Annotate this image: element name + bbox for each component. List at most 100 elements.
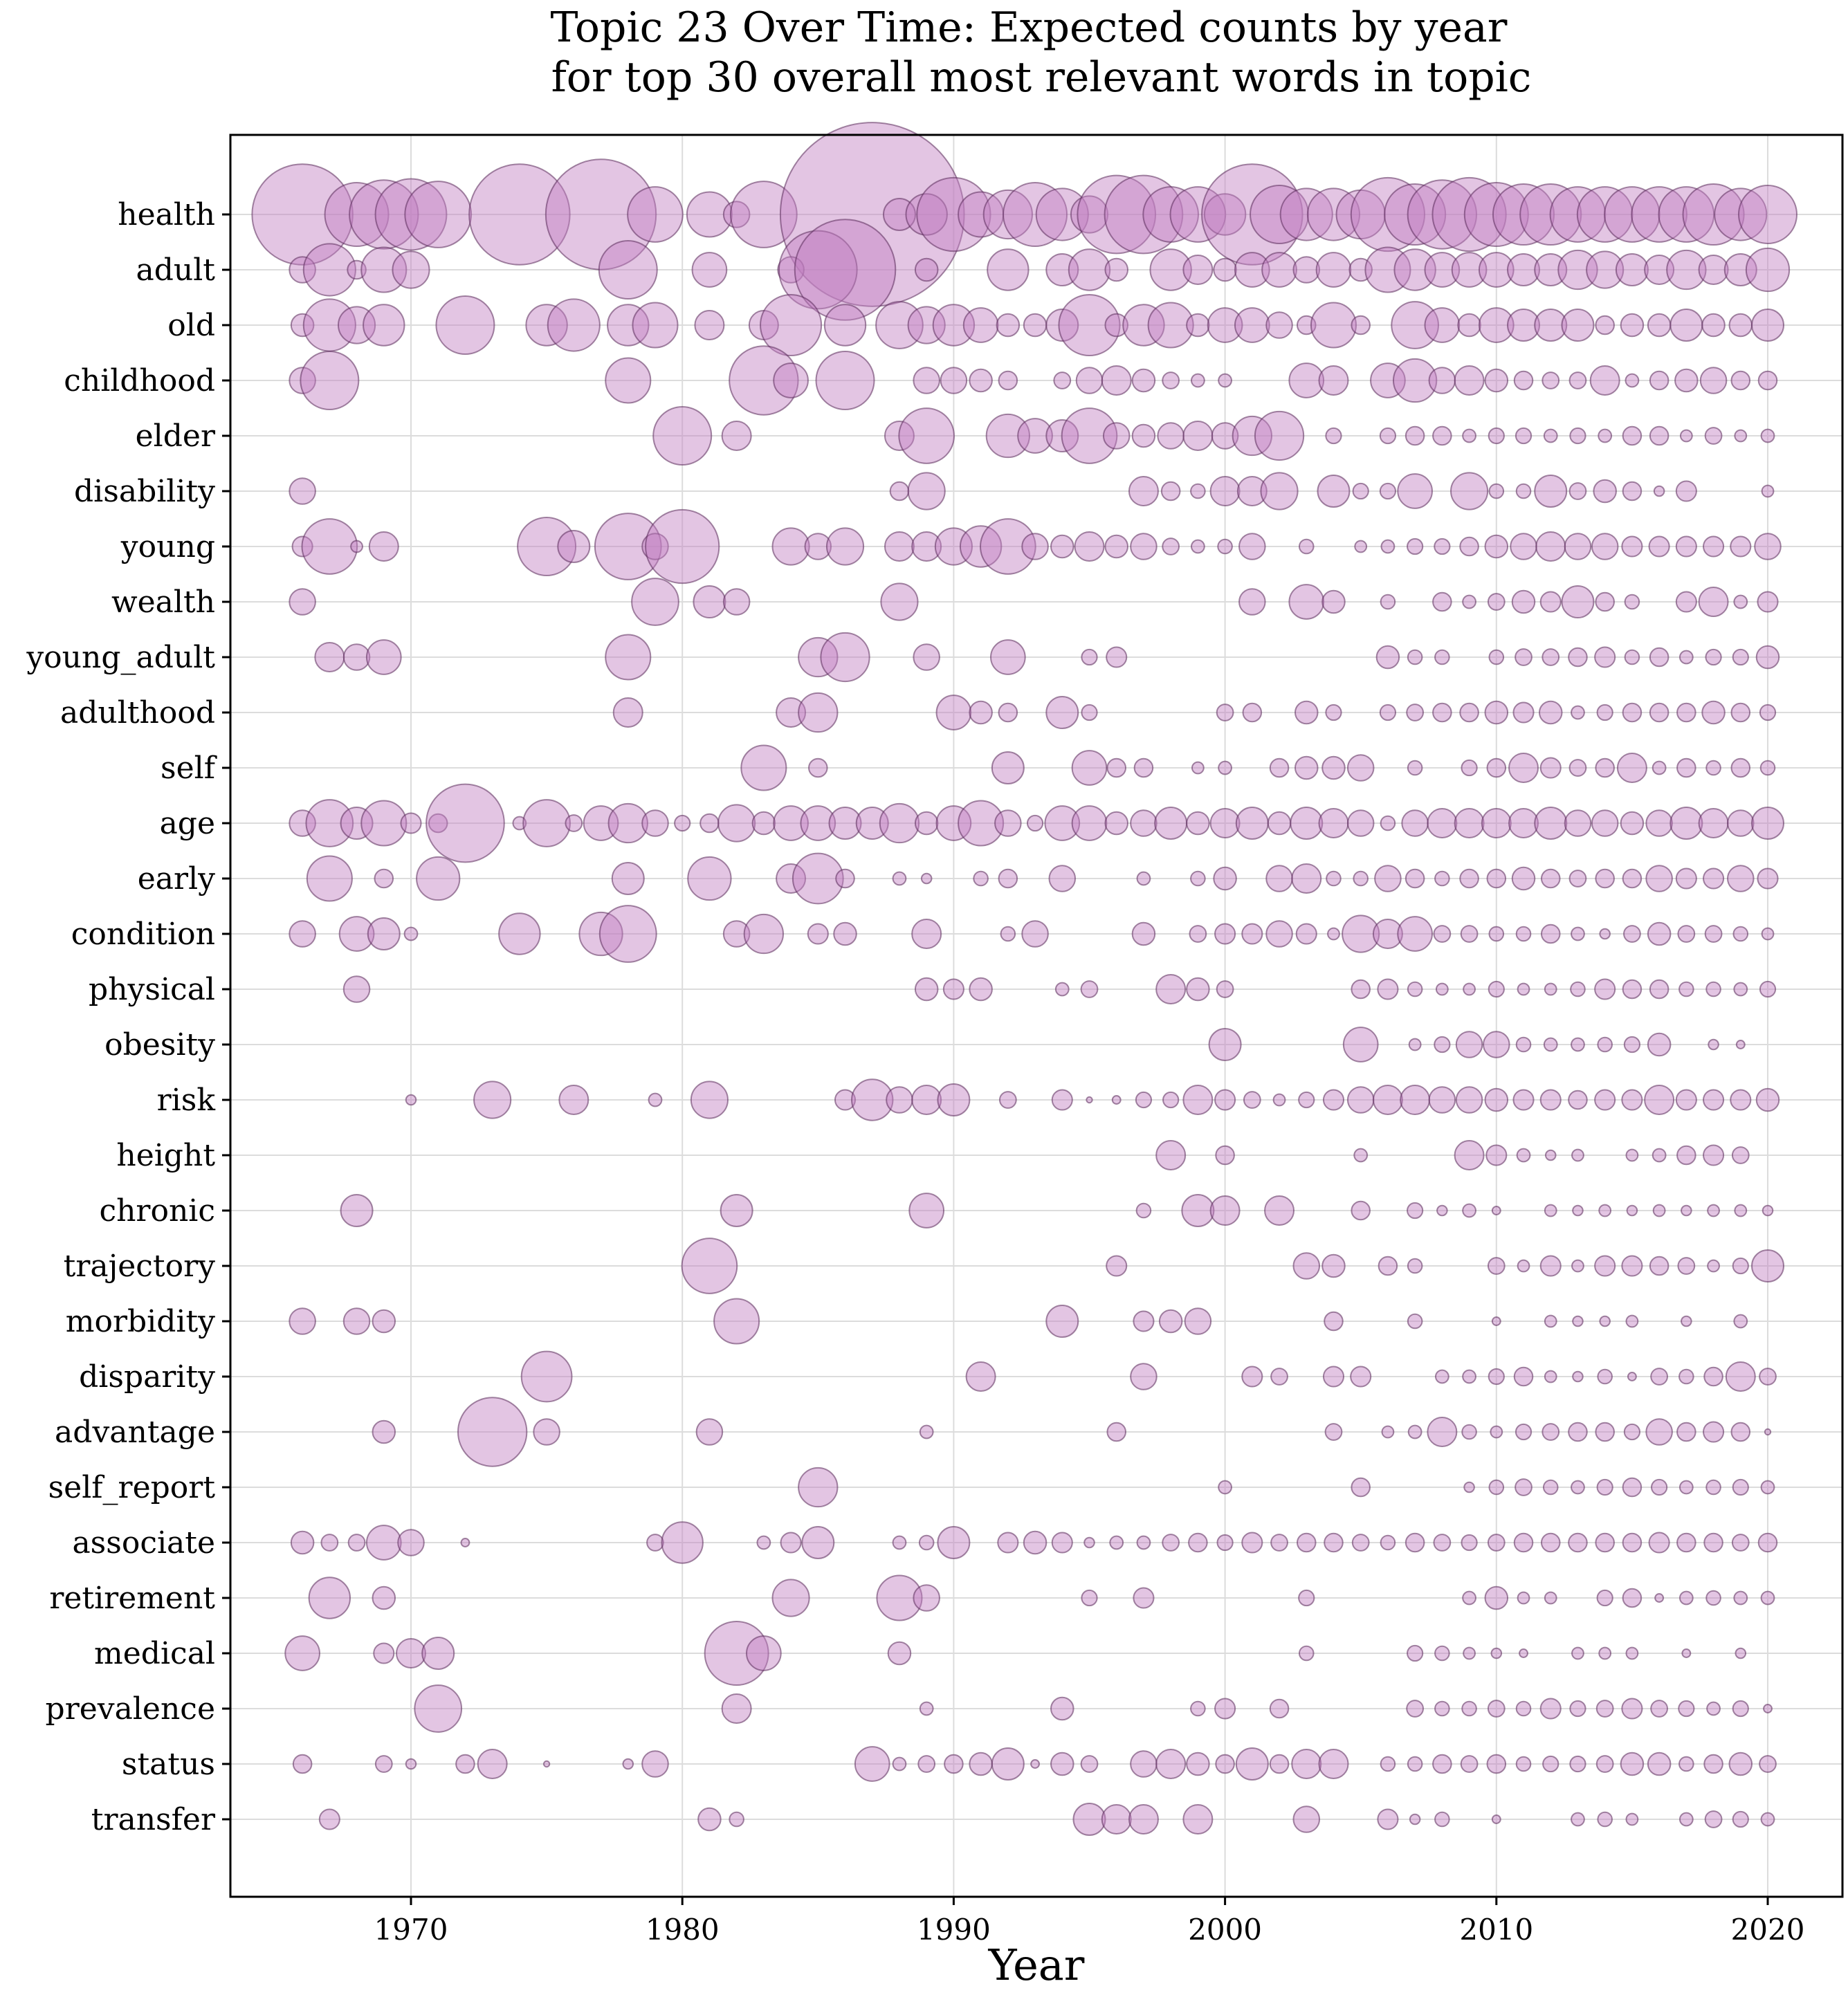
bubble-point [1102, 422, 1131, 450]
bubble-point [1431, 176, 1507, 252]
bubble-point [1104, 534, 1128, 559]
y-tick-label: trajectory [64, 1249, 215, 1284]
bubble-point [1759, 704, 1777, 721]
bubble-point [1755, 645, 1780, 670]
bubble-point [342, 643, 371, 671]
grid-lines [230, 135, 1842, 1897]
bubble-point [1626, 1204, 1638, 1217]
bubble-point [907, 472, 946, 511]
bubble-point [1265, 920, 1293, 948]
bubble-point [1623, 925, 1641, 943]
bubble-point [1327, 927, 1340, 941]
bubble-point [962, 307, 999, 343]
bubble-point [1539, 1255, 1562, 1277]
bubble-point [1599, 1315, 1611, 1327]
bubble-point [1435, 982, 1449, 996]
bubble-point [1728, 313, 1753, 338]
bubble-point [396, 1638, 426, 1668]
bubble-point [1540, 868, 1561, 889]
bubble-point [1315, 252, 1352, 288]
bubble-point [1407, 1424, 1422, 1440]
bubble-point [997, 1532, 1019, 1554]
bubble-point [1676, 757, 1696, 778]
bubble-point [1459, 868, 1479, 889]
bubble-point [1191, 761, 1205, 775]
bubble-point [1190, 373, 1205, 388]
bubble-point [1647, 921, 1672, 946]
bubble-point [820, 632, 870, 683]
bubble-point [1678, 1700, 1695, 1718]
bubble-point [1324, 1423, 1343, 1441]
bubble-point [1003, 181, 1068, 248]
bubble-point [771, 1579, 810, 1617]
bubble-point [1519, 1648, 1528, 1658]
bubble-point [1561, 585, 1595, 619]
bubble-point [1735, 1647, 1747, 1660]
bubble-point [1131, 423, 1156, 448]
bubble-point [1157, 422, 1184, 450]
bubble-point [694, 310, 725, 340]
bubble-point [1652, 1204, 1666, 1217]
bubble-point [1432, 425, 1452, 446]
bubble-point [1572, 1315, 1584, 1327]
bubble-point [913, 1584, 940, 1612]
bubble-point [1017, 418, 1053, 454]
bubble-point [1292, 1252, 1321, 1280]
bubble-point [1461, 1700, 1477, 1717]
bubble-point [1209, 808, 1241, 838]
bubble-point [1708, 1038, 1719, 1051]
bubble-point [1384, 183, 1447, 246]
bubble-point [1571, 1646, 1584, 1660]
bubble-point [1703, 535, 1725, 558]
bubble-point [1186, 977, 1210, 1002]
bubble-point [340, 1193, 374, 1228]
bubble-point [1761, 484, 1775, 498]
bubble-point [290, 1530, 315, 1555]
y-tick-label: adult [136, 252, 216, 288]
bubble-point [1542, 1755, 1559, 1773]
bubble-point [1463, 1646, 1476, 1660]
bubble-point [760, 293, 823, 357]
bubble-point [1703, 867, 1725, 890]
bubble-point [1407, 537, 1424, 555]
bubble-point [1454, 808, 1485, 838]
bubble-point [1490, 1647, 1503, 1660]
bubble-point [1512, 1089, 1535, 1111]
bubble-point [776, 863, 807, 894]
bubble-point [1731, 1534, 1750, 1552]
x-axis-tick-labels: 1970 1980 1990 2000 2010 2020 [374, 1897, 1804, 1947]
bubble-point [455, 1754, 475, 1774]
bubble-point [1147, 302, 1194, 349]
bubble-point [1269, 1698, 1290, 1719]
bubble-point [1539, 757, 1562, 779]
bubble-point [1650, 1700, 1668, 1718]
bubble-point [1517, 982, 1530, 996]
bubble-point [1216, 1534, 1234, 1552]
bubble-point [1288, 362, 1325, 398]
bubble-point [722, 920, 751, 948]
bubble-point [1461, 1424, 1477, 1440]
bubble-point [1760, 1480, 1775, 1495]
bubble-point [1568, 870, 1587, 888]
bubble-point [937, 1083, 971, 1117]
bubble-point [1569, 1700, 1586, 1718]
bubble-point [1733, 1314, 1748, 1329]
bubble-point [1594, 978, 1616, 1000]
bubble-point [1424, 307, 1461, 343]
y-tick-label: young [120, 529, 215, 564]
bubble-point [1162, 537, 1180, 555]
bubble-point [1623, 1423, 1641, 1441]
bubble-point [1428, 1086, 1456, 1114]
bubble-point [522, 799, 571, 847]
bubble-point [717, 804, 756, 843]
bubble-point [1241, 1532, 1263, 1554]
bubble-point [1154, 806, 1188, 840]
bubble-point [289, 256, 316, 284]
bubble-point [1699, 367, 1728, 394]
bubble-point [1515, 648, 1533, 666]
bubble-point [557, 529, 591, 564]
bubble-point [1760, 1590, 1775, 1606]
bubble-point [771, 527, 810, 566]
y-tick-label: disability [74, 474, 215, 509]
bubble-point [1478, 252, 1515, 288]
